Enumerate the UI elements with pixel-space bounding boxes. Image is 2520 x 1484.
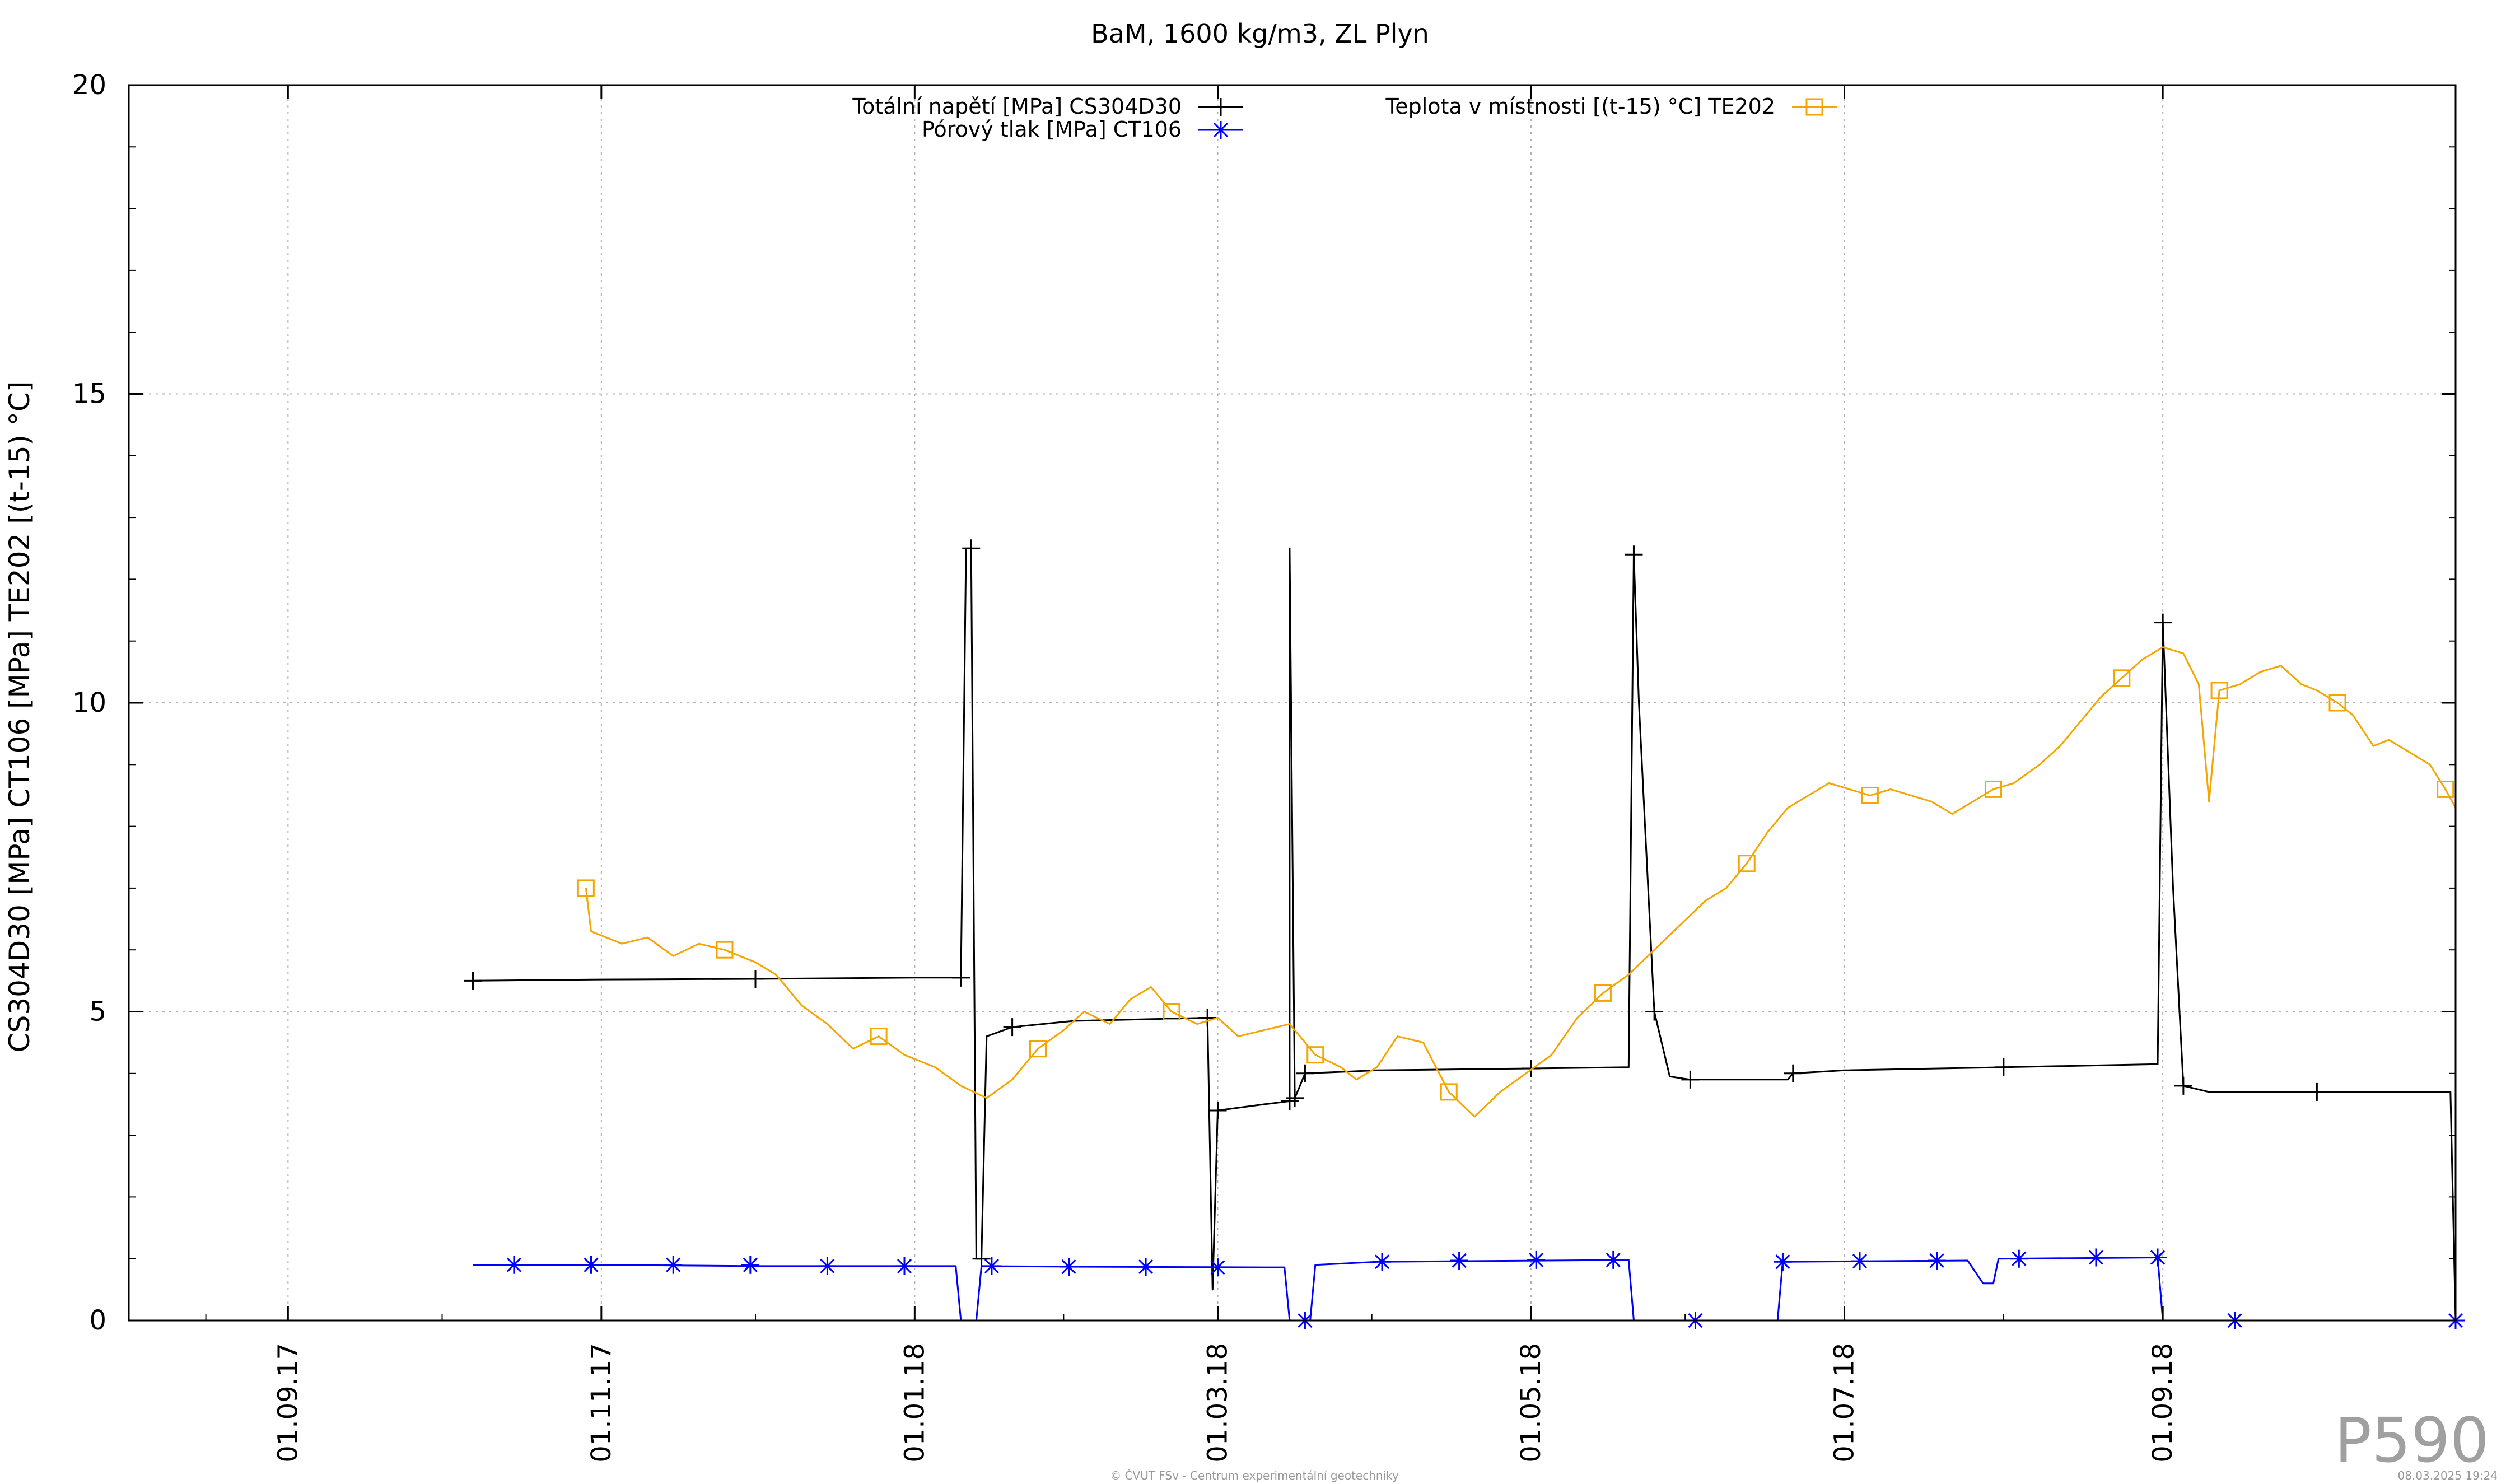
series-point-2 bbox=[2113, 669, 2131, 687]
legend-label-0: Totální napětí [MPa] CS304D30 bbox=[852, 94, 1182, 119]
chart-title: BaM, 1600 kg/m3, ZL Plyn bbox=[1091, 18, 1429, 49]
y-axis-label: CS304D30 [MPa] CT106 [MPa] TE202 [(t-15)… bbox=[3, 381, 36, 1053]
x-tick-label: 01.05.18 bbox=[1515, 1343, 1547, 1463]
series-point-2 bbox=[1029, 1040, 1047, 1058]
x-tick-label: 01.09.18 bbox=[2147, 1343, 2178, 1463]
y-tick-label: 20 bbox=[72, 69, 106, 101]
series-point-1 bbox=[1373, 1253, 1392, 1271]
series-point-1 bbox=[1774, 1253, 1792, 1271]
series-point-1 bbox=[1450, 1252, 1468, 1270]
series-point-1 bbox=[2010, 1249, 2028, 1268]
footer-copyright: © ČVUT FSv - Centrum experimentální geot… bbox=[1110, 1469, 1399, 1482]
series-point-1 bbox=[2087, 1248, 2105, 1267]
series-point-1 bbox=[1208, 1258, 1227, 1277]
y-tick-label: 10 bbox=[72, 687, 106, 718]
series-point-0 bbox=[1625, 545, 1643, 564]
series-point-1 bbox=[1060, 1258, 1078, 1276]
legend-swatch-marker-0 bbox=[1212, 98, 1230, 116]
legend-label-1: Pórový tlak [MPa] CT106 bbox=[922, 117, 1182, 142]
series-point-1 bbox=[2149, 1248, 2167, 1267]
footer-timestamp: 08.03.2025 19:24 bbox=[2397, 1469, 2498, 1482]
series-layer bbox=[464, 539, 2465, 1329]
series-point-2 bbox=[1738, 855, 1756, 872]
series-point-2 bbox=[2437, 780, 2454, 798]
series-point-0 bbox=[1003, 1018, 1021, 1037]
series-point-0 bbox=[951, 968, 970, 987]
series-point-1 bbox=[741, 1256, 759, 1274]
series-point-1 bbox=[664, 1256, 683, 1274]
series-point-2 bbox=[1985, 780, 2003, 798]
series-point-1 bbox=[505, 1256, 523, 1274]
legend-swatch-marker-2 bbox=[1805, 98, 1823, 116]
series-point-2 bbox=[716, 941, 734, 959]
series-point-0 bbox=[1681, 1070, 1700, 1089]
series-point-2 bbox=[1861, 786, 1879, 804]
x-tick-label: 01.03.18 bbox=[1202, 1343, 1234, 1463]
series-point-1 bbox=[1851, 1252, 1869, 1271]
series-point-0 bbox=[2308, 1082, 2326, 1101]
y-tick-label: 0 bbox=[89, 1305, 106, 1336]
x-tick-label: 01.09.17 bbox=[272, 1343, 304, 1463]
legend-swatch-marker-1 bbox=[1212, 121, 1230, 139]
y-tick-label: 15 bbox=[72, 379, 106, 410]
series-point-0 bbox=[464, 972, 482, 990]
series-point-0 bbox=[2174, 1076, 2192, 1095]
series-point-0 bbox=[2154, 613, 2172, 632]
legend-label-2: Teplota v místnosti [(t-15) °C] TE202 bbox=[1385, 94, 1775, 119]
axes: 0 5 10 15 20 01.09.17 01.11.17 01.01.18 01.03.18… bbox=[72, 69, 2456, 1463]
series-point-1 bbox=[1137, 1258, 1155, 1276]
series-point-2 bbox=[2210, 682, 2228, 699]
series-point-1 bbox=[982, 1257, 1001, 1275]
series-point-1 bbox=[818, 1257, 837, 1275]
series-point-0 bbox=[1208, 1101, 1227, 1119]
series-line-2 bbox=[585, 646, 2457, 1118]
series-point-2 bbox=[577, 879, 595, 897]
series-0 bbox=[464, 539, 2465, 1329]
series-point-0 bbox=[1784, 1064, 1802, 1082]
series-point-2 bbox=[1594, 984, 1612, 1002]
series-point-2 bbox=[1440, 1083, 1458, 1101]
series-line-1 bbox=[473, 1257, 2456, 1322]
series-point-0 bbox=[1522, 1059, 1541, 1077]
series-line-0 bbox=[473, 547, 2457, 1321]
series-point-0 bbox=[1286, 1089, 1304, 1107]
series-point-1 bbox=[582, 1256, 600, 1274]
series-point-0 bbox=[1198, 1009, 1217, 1027]
series-2 bbox=[577, 646, 2457, 1118]
series-point-0 bbox=[1645, 1002, 1664, 1021]
series-point-1 bbox=[895, 1257, 913, 1275]
y-tick-label: 5 bbox=[89, 996, 106, 1028]
series-point-2 bbox=[870, 1028, 888, 1046]
x-tick-label: 01.01.18 bbox=[899, 1343, 930, 1463]
series-point-0 bbox=[746, 970, 765, 988]
series-point-1 bbox=[1928, 1252, 1946, 1270]
x-tick-label: 01.07.18 bbox=[1829, 1343, 1860, 1463]
plot-id-badge: P590 bbox=[2335, 1404, 2489, 1476]
series-point-2 bbox=[1306, 1046, 1324, 1064]
x-tick-label: 01.11.17 bbox=[586, 1343, 617, 1463]
series-point-0 bbox=[1296, 1064, 1314, 1082]
series-point-0 bbox=[962, 539, 981, 558]
series-point-1 bbox=[1604, 1250, 1622, 1269]
series-point-1 bbox=[1527, 1250, 1546, 1269]
series-point-0 bbox=[1994, 1058, 2013, 1076]
series-point-2 bbox=[1163, 1003, 1180, 1020]
series-point-2 bbox=[2328, 694, 2346, 712]
series-point-0 bbox=[972, 1249, 991, 1268]
series-1 bbox=[473, 1248, 2465, 1329]
grid-lines bbox=[129, 85, 2456, 1320]
